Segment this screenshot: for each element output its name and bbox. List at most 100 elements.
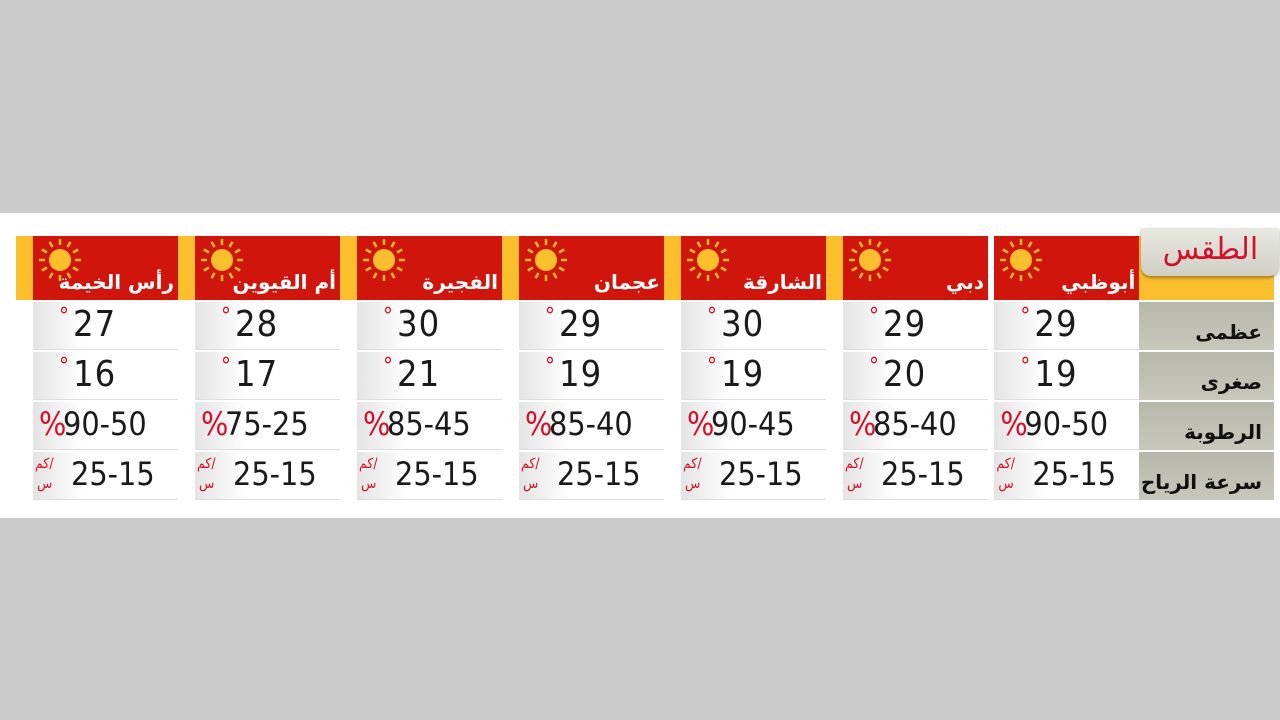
- wind-speed: 25-15: [1032, 455, 1117, 493]
- min-temp: 21: [397, 354, 441, 395]
- max-temp-cell: ° 30: [357, 302, 502, 350]
- percent-symbol: %: [849, 405, 877, 443]
- wind-speed: 25-15: [233, 455, 317, 493]
- sun-icon: [197, 238, 247, 282]
- wind-unit-top: كم/: [35, 456, 54, 472]
- min-temp-cell: ° 16: [33, 352, 178, 400]
- wind-cell: كم/س 25-15: [681, 452, 826, 500]
- humidity-cell: % 90-50: [33, 402, 178, 450]
- title-header: الطقس: [1139, 228, 1280, 300]
- degree-symbol: °: [545, 354, 555, 379]
- city-header: أم القيوين: [195, 236, 340, 300]
- degree-symbol: °: [221, 354, 231, 379]
- title-tab: الطقس: [1141, 228, 1280, 276]
- max-temp: 29: [1034, 304, 1078, 345]
- humidity: 90-50: [63, 405, 147, 443]
- wind-unit-bottom: س: [37, 476, 53, 492]
- wind-cell: كم/س 25-15: [519, 452, 664, 500]
- humidity: 75-25: [225, 405, 309, 443]
- degree-symbol: °: [59, 304, 69, 329]
- wind-cell: كم/س 25-15: [357, 452, 502, 500]
- wind-unit-bottom: س: [685, 476, 701, 492]
- city-column: أم القيوين ° 28 ° 17 % 75-25 كم/س 25-15: [178, 236, 340, 500]
- sun-icon: [683, 238, 733, 282]
- city-name: الشارقة: [743, 270, 822, 294]
- max-temp-cell: ° 30: [681, 302, 826, 350]
- wind-cell: كم/س 25-15: [33, 452, 178, 500]
- min-temp-cell: ° 19: [519, 352, 664, 400]
- city-header: الشارقة: [681, 236, 826, 300]
- degree-symbol: °: [869, 304, 879, 329]
- degree-symbol: °: [707, 304, 717, 329]
- city-header: رأس الخيمة: [33, 236, 178, 300]
- wind-speed: 25-15: [71, 455, 155, 493]
- label-min: صغرى: [1139, 352, 1274, 400]
- max-temp: 29: [559, 304, 603, 345]
- wind-speed: 25-15: [719, 455, 803, 493]
- degree-symbol: °: [59, 354, 69, 379]
- city-name: أبوظبي: [1061, 270, 1136, 294]
- wind-unit-top: كم/: [683, 456, 702, 472]
- percent-symbol: %: [1000, 405, 1028, 443]
- header-separator: [340, 236, 357, 300]
- humidity-cell: % 90-45: [681, 402, 826, 450]
- wind-unit-top: كم/: [845, 456, 864, 472]
- city-column: الفجيرة ° 30 ° 21 % 85-45 كم/س 25-15: [340, 236, 502, 500]
- wind-unit-bottom: س: [361, 476, 377, 492]
- humidity-cell: % 75-25: [195, 402, 340, 450]
- min-temp: 20: [883, 354, 927, 395]
- label-wind: سرعة الرياح: [1139, 452, 1274, 500]
- wind-unit-top: كم/: [197, 456, 216, 472]
- min-temp-cell: ° 21: [357, 352, 502, 400]
- label-max: عظمى: [1139, 302, 1274, 350]
- max-temp: 28: [235, 304, 279, 345]
- city-column: الشارقة ° 30 ° 19 % 90-45 كم/س 25-15: [664, 236, 826, 500]
- max-temp: 29: [883, 304, 927, 345]
- degree-symbol: °: [383, 354, 393, 379]
- sun-icon: [996, 238, 1046, 282]
- city-column: رأس الخيمة ° 27 ° 16 % 90-50 كم/س 25-15: [16, 236, 178, 500]
- min-temp: 19: [1034, 354, 1078, 395]
- city-name: رأس الخيمة: [58, 270, 174, 294]
- city-header: أبوظبي: [994, 236, 1140, 300]
- percent-symbol: %: [687, 405, 715, 443]
- min-temp: 19: [721, 354, 765, 395]
- min-temp-cell: ° 17: [195, 352, 340, 400]
- city-column: عجمان ° 29 ° 19 % 85-40 كم/س 25-15: [502, 236, 664, 500]
- degree-symbol: °: [1020, 304, 1031, 329]
- city-name: الفجيرة: [422, 270, 498, 294]
- wind-speed: 25-15: [395, 455, 479, 493]
- wind-unit-bottom: س: [523, 476, 539, 492]
- wind-unit-bottom: س: [998, 476, 1014, 492]
- min-temp: 17: [235, 354, 279, 395]
- humidity-cell: % 85-45: [357, 402, 502, 450]
- degree-symbol: °: [707, 354, 717, 379]
- max-temp-cell: ° 29: [994, 302, 1140, 350]
- humidity-cell: % 85-40: [843, 402, 988, 450]
- max-temp: 27: [73, 304, 117, 345]
- humidity: 85-40: [549, 405, 633, 443]
- city-name: عجمان: [593, 270, 660, 294]
- wind-unit-bottom: س: [847, 476, 863, 492]
- min-temp-cell: ° 19: [994, 352, 1140, 400]
- humidity: 85-45: [387, 405, 471, 443]
- degree-symbol: °: [383, 304, 393, 329]
- percent-symbol: %: [39, 405, 67, 443]
- wind-unit-top: كم/: [521, 456, 540, 472]
- wind-cell: كم/س 25-15: [994, 452, 1140, 500]
- min-temp-cell: ° 20: [843, 352, 988, 400]
- header-separator: [826, 236, 843, 300]
- degree-symbol: °: [869, 354, 879, 379]
- humidity-cell: % 90-50: [994, 402, 1140, 450]
- humidity-cell: % 85-40: [519, 402, 664, 450]
- weather-table: الطقس عظمى صغرى الرطوبة سرعة الرياح أبوظ…: [16, 228, 1280, 500]
- degree-symbol: °: [221, 304, 231, 329]
- city-name: أم القيوين: [232, 270, 336, 294]
- max-temp: 30: [721, 304, 765, 345]
- sun-icon: [521, 238, 571, 282]
- header-separator: [16, 236, 33, 300]
- percent-symbol: %: [525, 405, 553, 443]
- max-temp-cell: ° 27: [33, 302, 178, 350]
- header-separator: [664, 236, 681, 300]
- percent-symbol: %: [201, 405, 229, 443]
